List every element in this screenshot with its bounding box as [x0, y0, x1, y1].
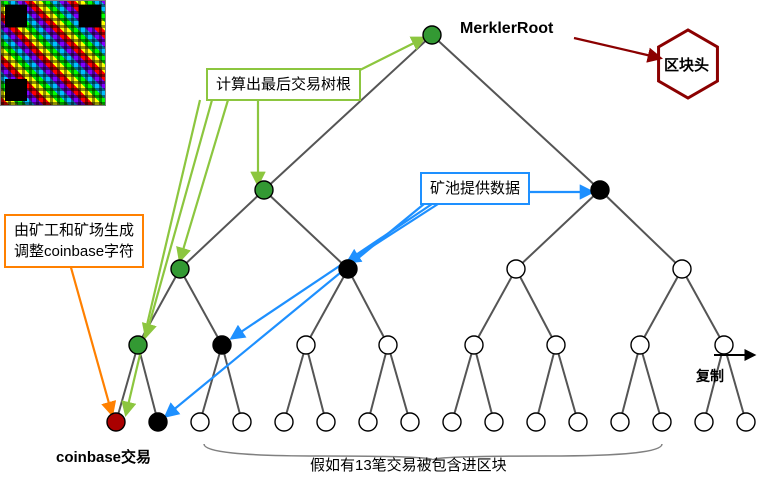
- block-header-label: 区块头: [664, 54, 709, 75]
- coinbase-tx-label: coinbase交易: [56, 446, 151, 467]
- tree-nodes: [107, 26, 755, 431]
- copy-label: 复制: [696, 366, 724, 386]
- pool-data-box: 矿池提供数据: [420, 172, 530, 205]
- annotation-arrows: [70, 38, 660, 416]
- merkle-root-label: MerklerRoot: [460, 20, 553, 38]
- footer-caption: 假如有13笔交易被包含进区块: [310, 454, 507, 475]
- miner-adjust-box: 由矿工和矿场生成调整coinbase字符: [4, 214, 144, 268]
- compute-root-box: 计算出最后交易树根: [206, 68, 361, 101]
